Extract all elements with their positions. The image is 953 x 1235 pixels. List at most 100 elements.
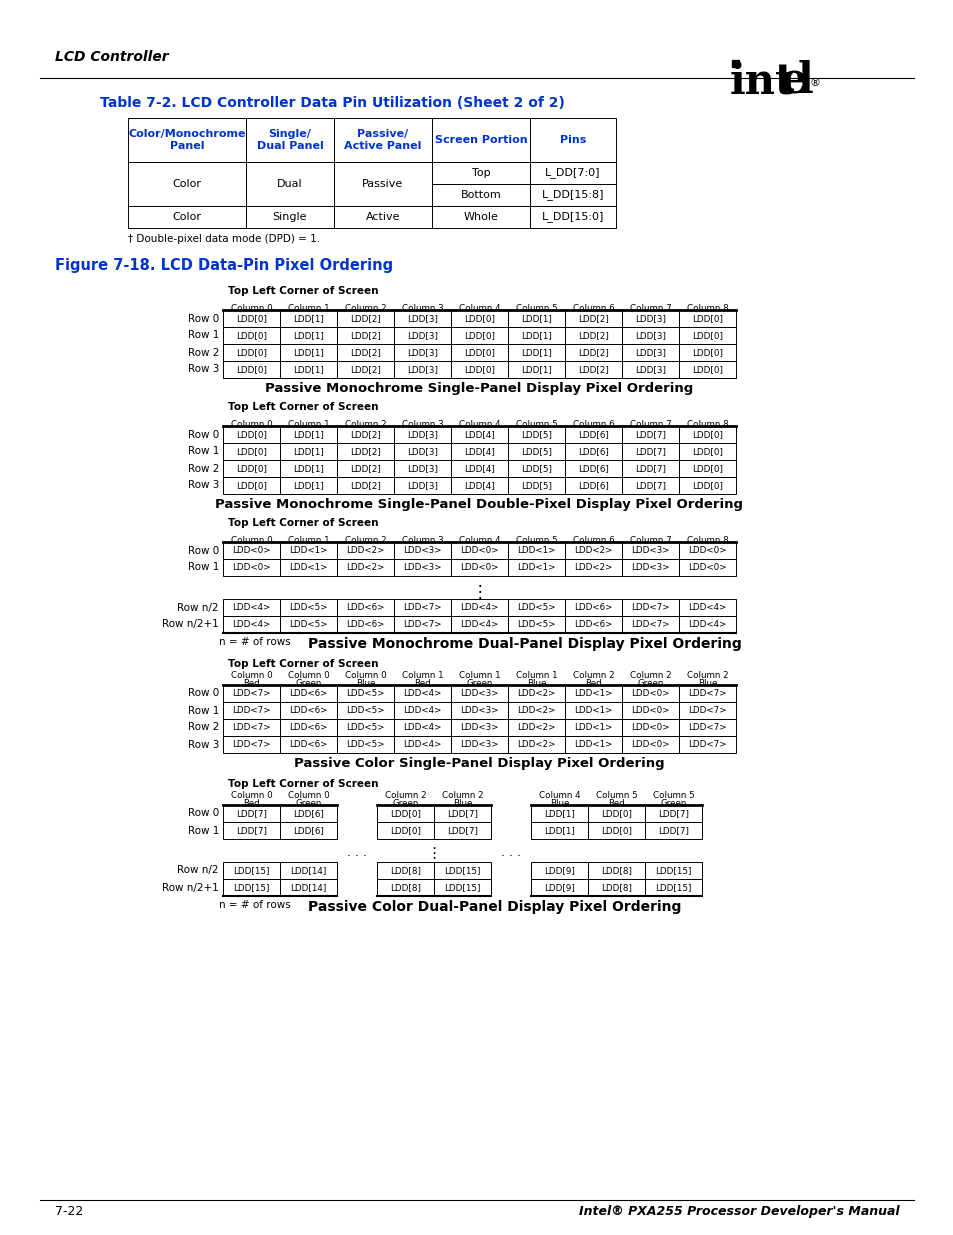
Bar — [679, 736, 735, 753]
Bar — [394, 685, 451, 701]
Bar — [564, 542, 621, 559]
Text: Column 8: Column 8 — [686, 304, 727, 312]
Text: ⋮: ⋮ — [426, 846, 441, 861]
Text: LDD[1]: LDD[1] — [293, 430, 324, 438]
Bar — [507, 459, 564, 477]
Text: LDD<2>: LDD<2> — [517, 689, 555, 698]
Text: LDD<4>: LDD<4> — [233, 603, 271, 613]
Text: Row 1: Row 1 — [188, 705, 219, 715]
Text: Top Left Corner of Screen: Top Left Corner of Screen — [228, 659, 378, 669]
Bar — [280, 879, 336, 897]
Text: Column 3: Column 3 — [401, 304, 443, 312]
Text: LDD<1>: LDD<1> — [574, 706, 612, 715]
Text: Row 0: Row 0 — [188, 688, 219, 699]
Bar — [336, 459, 394, 477]
Text: Green: Green — [466, 679, 492, 688]
Bar — [394, 443, 451, 459]
Text: LDD<7>: LDD<7> — [232, 706, 271, 715]
Text: Active: Active — [365, 212, 400, 222]
Text: LDD[2]: LDD[2] — [350, 447, 380, 456]
Bar — [223, 361, 280, 378]
Bar — [394, 559, 451, 576]
Text: Column 5: Column 5 — [595, 790, 637, 800]
Bar — [336, 426, 394, 443]
Text: LDD[3]: LDD[3] — [407, 447, 437, 456]
Text: LDD[1]: LDD[1] — [293, 464, 324, 473]
Text: LDD[6]: LDD[6] — [578, 464, 608, 473]
Text: LDD<2>: LDD<2> — [517, 706, 555, 715]
Text: LDD[15]: LDD[15] — [655, 883, 691, 892]
Text: Row 0: Row 0 — [188, 546, 219, 556]
Text: LDD[0]: LDD[0] — [691, 314, 722, 324]
Text: L_DD[15:0]: L_DD[15:0] — [541, 211, 603, 222]
Bar — [394, 701, 451, 719]
Text: LDD<0>: LDD<0> — [232, 546, 271, 555]
Bar — [621, 310, 679, 327]
Text: Column 1: Column 1 — [401, 671, 443, 680]
Text: LDD[7]: LDD[7] — [658, 826, 688, 835]
Text: LDD<5>: LDD<5> — [289, 603, 328, 613]
Text: Column 7: Column 7 — [629, 536, 671, 545]
Bar — [334, 206, 432, 228]
Text: LDD<2>: LDD<2> — [346, 546, 384, 555]
Text: Column 0: Column 0 — [231, 671, 273, 680]
Text: Column 4: Column 4 — [458, 420, 499, 429]
Text: † Double-pixel data mode (DPD) = 1.: † Double-pixel data mode (DPD) = 1. — [128, 233, 320, 245]
Text: Row n/2: Row n/2 — [177, 866, 219, 876]
Bar — [223, 459, 280, 477]
Bar — [507, 361, 564, 378]
Text: LDD[2]: LDD[2] — [350, 331, 380, 340]
Bar — [530, 184, 616, 206]
Text: Top Left Corner of Screen: Top Left Corner of Screen — [228, 403, 378, 412]
Bar — [451, 477, 507, 494]
Text: LDD[8]: LDD[8] — [600, 866, 631, 876]
Bar — [564, 459, 621, 477]
Bar — [451, 542, 507, 559]
Bar — [336, 616, 394, 634]
Bar — [432, 162, 530, 184]
Bar — [223, 719, 280, 736]
Text: Column 1: Column 1 — [288, 536, 329, 545]
Bar — [507, 685, 564, 701]
Bar — [621, 477, 679, 494]
Bar — [621, 345, 679, 361]
Text: LDD<3>: LDD<3> — [631, 563, 669, 572]
Text: LDD[2]: LDD[2] — [578, 348, 608, 357]
Bar — [451, 345, 507, 361]
Text: Column 3: Column 3 — [401, 420, 443, 429]
Text: Column 0: Column 0 — [344, 671, 386, 680]
Bar — [679, 685, 735, 701]
Bar — [223, 477, 280, 494]
Bar — [451, 426, 507, 443]
Bar — [530, 119, 616, 162]
Text: Row 3: Row 3 — [188, 740, 219, 750]
Bar — [507, 719, 564, 736]
Bar — [434, 862, 491, 879]
Bar — [451, 361, 507, 378]
Text: Row 2: Row 2 — [188, 347, 219, 357]
Text: LDD<3>: LDD<3> — [403, 546, 441, 555]
Bar — [564, 685, 621, 701]
Bar — [507, 327, 564, 345]
Bar — [223, 701, 280, 719]
Bar — [644, 823, 701, 839]
Bar — [223, 736, 280, 753]
Text: LDD[0]: LDD[0] — [600, 826, 631, 835]
Text: Column 6: Column 6 — [572, 420, 614, 429]
Text: LDD<4>: LDD<4> — [403, 706, 441, 715]
Bar — [507, 736, 564, 753]
Text: Row 2: Row 2 — [188, 722, 219, 732]
Text: LDD[4]: LDD[4] — [463, 430, 495, 438]
Text: LDD<5>: LDD<5> — [289, 620, 328, 629]
Bar — [336, 599, 394, 616]
Bar — [564, 443, 621, 459]
Text: Column 2: Column 2 — [572, 671, 614, 680]
Bar — [451, 719, 507, 736]
Bar — [280, 327, 336, 345]
Text: . . .: . . . — [500, 846, 520, 860]
Bar — [280, 862, 336, 879]
Bar — [621, 559, 679, 576]
Text: LDD[0]: LDD[0] — [463, 314, 495, 324]
Text: LDD<4>: LDD<4> — [460, 620, 498, 629]
Text: LDD[0]: LDD[0] — [691, 430, 722, 438]
